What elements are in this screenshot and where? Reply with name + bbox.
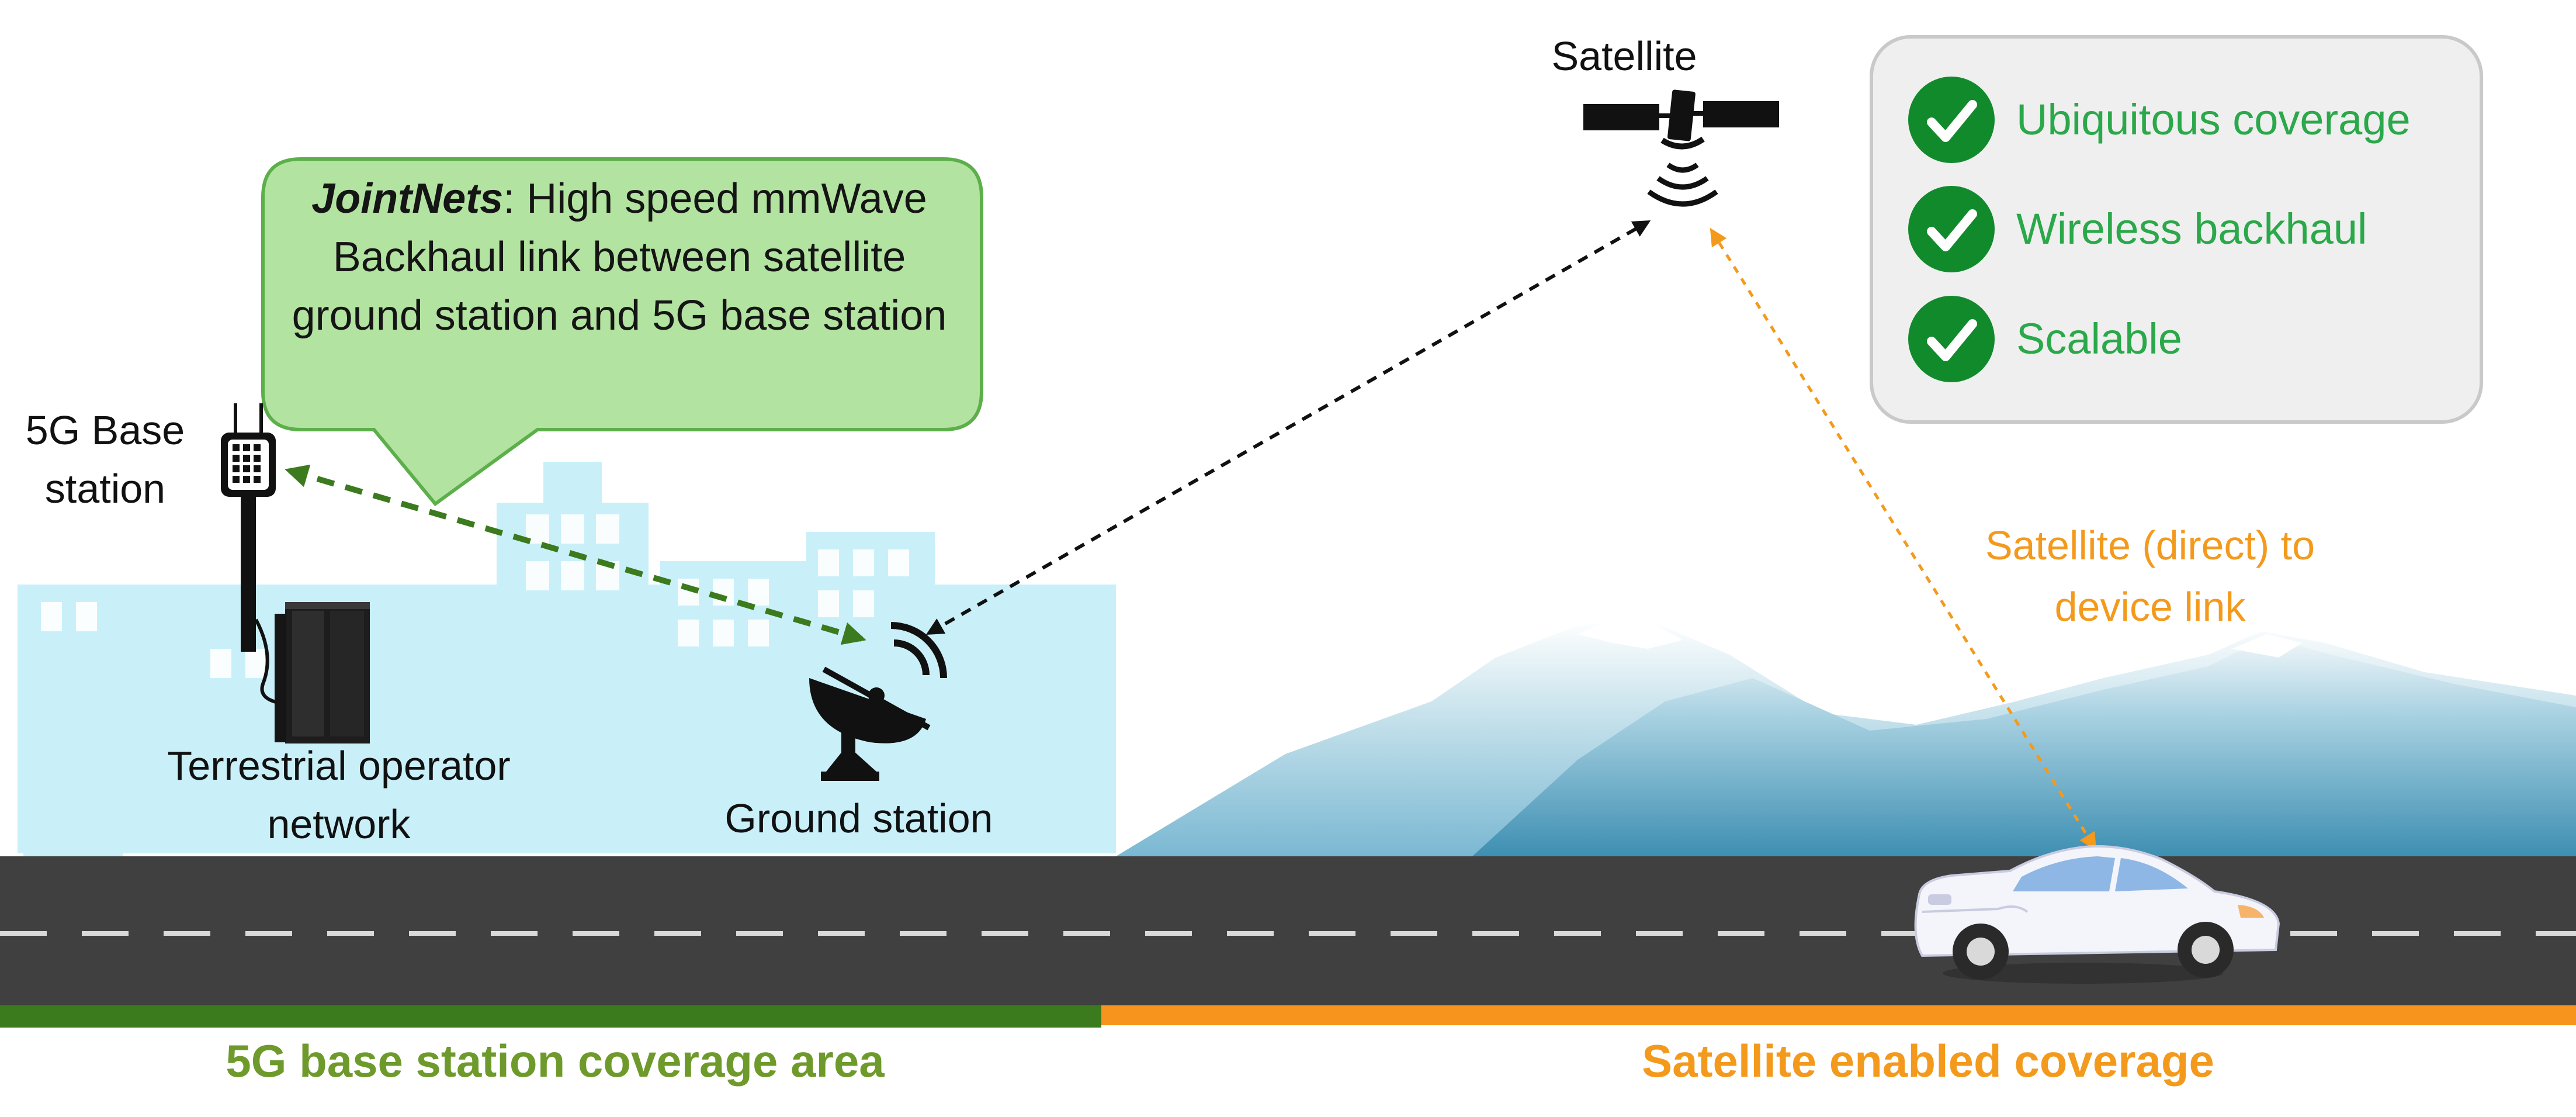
satellite-icon bbox=[1583, 89, 1779, 150]
jointnets-title: JointNets bbox=[311, 175, 504, 222]
ground-station-label: Ground station bbox=[724, 796, 993, 841]
jointnets-callout-text: JointNets: High speed mmWave Backhaul li… bbox=[275, 170, 964, 345]
coverage-label-5g: 5G base station coverage area bbox=[226, 1035, 885, 1087]
checkmark-icon bbox=[1908, 77, 1995, 163]
checkmark-icon bbox=[1908, 296, 1995, 382]
antenna-icon bbox=[221, 403, 290, 706]
terrestrial-network-label-line2: network bbox=[267, 801, 411, 847]
checklist-item-label: Ubiquitous coverage bbox=[2016, 95, 2411, 144]
car-icon bbox=[1914, 845, 2280, 984]
coverage-label-satellite: Satellite enabled coverage bbox=[1642, 1035, 2214, 1087]
satellite-label: Satellite bbox=[1551, 33, 1697, 79]
direct-link-label-line1: Satellite (direct) to bbox=[1985, 523, 2315, 568]
mountains bbox=[1116, 620, 2576, 856]
checklist-item-label: Scalable bbox=[2016, 314, 2182, 363]
checklist-item: Wireless backhaul bbox=[1908, 186, 2469, 274]
direct-link-label-line2: device link bbox=[2054, 584, 2246, 630]
base-station-label-line2: station bbox=[44, 466, 166, 511]
benefits-checklist: Ubiquitous coverage Wireless backhaul Sc… bbox=[1870, 35, 2483, 424]
coverage-bar-satellite bbox=[1101, 1005, 2576, 1025]
server-rack-icon bbox=[275, 602, 370, 743]
terrestrial-network-label-line1: Terrestrial operator bbox=[167, 743, 511, 789]
checkmark-icon bbox=[1908, 186, 1995, 272]
checklist-item: Ubiquitous coverage bbox=[1908, 77, 2469, 164]
satellite-ground-link-arrow bbox=[925, 220, 1651, 635]
backhaul-link-arrow bbox=[285, 464, 866, 645]
satellite-dish-icon bbox=[809, 622, 947, 781]
checklist-item: Scalable bbox=[1908, 296, 2469, 383]
checklist-item-label: Wireless backhaul bbox=[2016, 205, 2367, 253]
satellite-direct-link-arrow bbox=[1710, 227, 2097, 851]
coverage-bar-5g bbox=[0, 1005, 1101, 1028]
jointnets-description: : High speed mmWave Backhaul link betwee… bbox=[292, 175, 947, 339]
base-station-label-line1: 5G Base bbox=[25, 407, 185, 453]
wifi-signal-icon bbox=[1647, 162, 1718, 207]
